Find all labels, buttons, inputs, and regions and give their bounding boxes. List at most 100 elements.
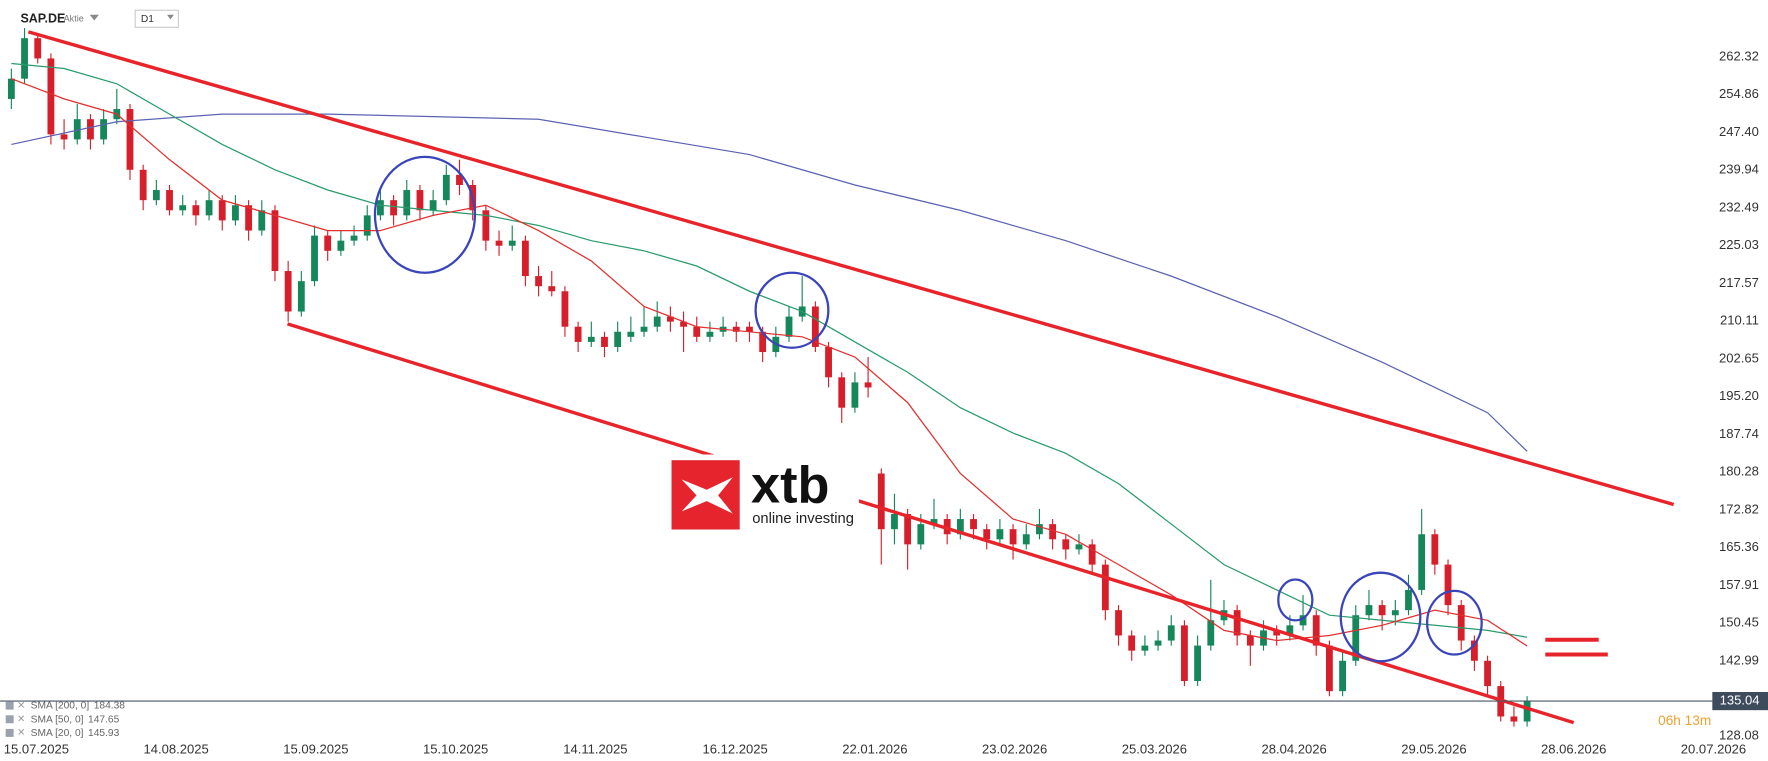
legend-close[interactable]: ✕ (17, 700, 26, 711)
candle-body (1326, 645, 1333, 692)
candle-body (574, 326, 582, 342)
candle-body (377, 200, 384, 216)
legend-name: SMA [200, 0] (31, 700, 90, 711)
candle-body (1299, 615, 1307, 626)
candle-body (653, 316, 661, 327)
candle-body (1510, 716, 1518, 722)
candle-body (324, 235, 332, 251)
candle-body (508, 240, 516, 246)
highlight-circle (1277, 578, 1314, 622)
candle-body (337, 240, 345, 251)
candle-body (666, 316, 674, 322)
y-tick-label: 247.40 (1719, 124, 1759, 139)
sma-line (11, 78, 1528, 647)
y-tick-label: 262.32 (1719, 48, 1759, 63)
candle-body (614, 331, 622, 347)
candle-body (693, 326, 701, 337)
candle-body (1115, 610, 1122, 636)
legend-name: SMA [20, 0] (31, 728, 84, 739)
candle-body (1391, 610, 1399, 616)
candle-body (1457, 605, 1465, 641)
candle-body (350, 235, 358, 241)
plot-area (7, 28, 1531, 727)
legend-icon (5, 728, 14, 737)
symbol[interactable]: SAP.DE (20, 12, 65, 26)
candle-body (442, 174, 450, 201)
candle-body (811, 306, 819, 347)
candle-body (1167, 625, 1175, 641)
x-tick-label: 15.09.2025 (283, 741, 348, 756)
candle-body (152, 190, 160, 201)
candle-body (1062, 539, 1070, 550)
dropdown-arrow[interactable] (89, 14, 99, 21)
candle-body (218, 200, 226, 221)
candle-body (7, 78, 15, 99)
x-tick-label: 22.01.2026 (842, 741, 907, 756)
trend-line (286, 322, 1575, 725)
candle-body (1378, 605, 1386, 616)
candle-body (535, 276, 542, 287)
instrument-type: Aktie (64, 14, 84, 24)
y-tick-label: 142.99 (1719, 652, 1759, 667)
x-tick-label: 16.12.2025 (702, 741, 767, 756)
candle-body (1405, 589, 1412, 611)
highlight-circle (1425, 589, 1483, 656)
candle-body (825, 346, 832, 378)
candle-body (851, 382, 859, 408)
logo-mark (681, 477, 733, 514)
y-tick-label: 128.08 (1719, 728, 1759, 743)
x-tick-label: 14.08.2025 (143, 741, 208, 756)
candle-body (271, 210, 279, 272)
candle-body (100, 119, 108, 140)
candle-body (521, 240, 529, 277)
candle-body (1049, 524, 1057, 540)
candle-body (1181, 625, 1188, 682)
legend-value: 145.93 (88, 728, 120, 739)
legend-icon (5, 715, 14, 724)
candle-body (1128, 635, 1136, 651)
candle-body (732, 326, 740, 332)
candle-body (87, 119, 94, 140)
candle-body (166, 190, 173, 211)
y-tick-label: 210.11 (1720, 313, 1759, 328)
legend-value: 184.38 (94, 700, 126, 711)
candle-body (587, 336, 595, 342)
candle-body (1154, 640, 1162, 646)
candle-body (311, 235, 318, 282)
candle-body (601, 336, 608, 347)
candle-body (930, 519, 938, 525)
candle-body (403, 190, 411, 216)
highlights (373, 155, 1483, 663)
highlight-circle (754, 271, 830, 349)
candle-body (746, 326, 753, 332)
timeframe-box[interactable] (134, 9, 179, 28)
y-tick-label: 157.91 (1719, 577, 1759, 592)
candle-body (60, 134, 68, 140)
candle-body (416, 190, 424, 211)
candle-body (429, 200, 437, 211)
candle-body (192, 205, 200, 216)
candle-body (47, 58, 55, 135)
candle-body (179, 205, 187, 211)
candle-body (1036, 524, 1043, 535)
candle-body (640, 326, 648, 332)
legend-close[interactable]: ✕ (17, 728, 26, 739)
candle-body (1339, 660, 1346, 692)
sma-line (11, 113, 1528, 452)
x-tick-label: 28.04.2026 (1262, 741, 1327, 756)
legend-entry: SMA [200, 0] 184.38 (31, 700, 126, 711)
candle-body (1207, 620, 1215, 646)
candle-body (1194, 645, 1202, 682)
candle-body (917, 524, 925, 545)
candle-body (838, 377, 846, 408)
legend-entry: SMA [20, 0] 145.93 (31, 728, 120, 739)
y-tick-label: 254.86 (1719, 86, 1759, 101)
sma-line (11, 62, 1528, 638)
candle-body (904, 513, 912, 545)
candle-body (258, 210, 266, 231)
legend-close[interactable]: ✕ (17, 714, 26, 725)
legend-icon (5, 701, 14, 710)
candle-body (1009, 529, 1017, 545)
dropdown-arrow[interactable] (167, 14, 174, 20)
candle-body (1022, 534, 1030, 545)
